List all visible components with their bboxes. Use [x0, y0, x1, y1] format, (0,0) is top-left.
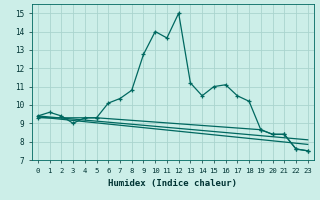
X-axis label: Humidex (Indice chaleur): Humidex (Indice chaleur): [108, 179, 237, 188]
